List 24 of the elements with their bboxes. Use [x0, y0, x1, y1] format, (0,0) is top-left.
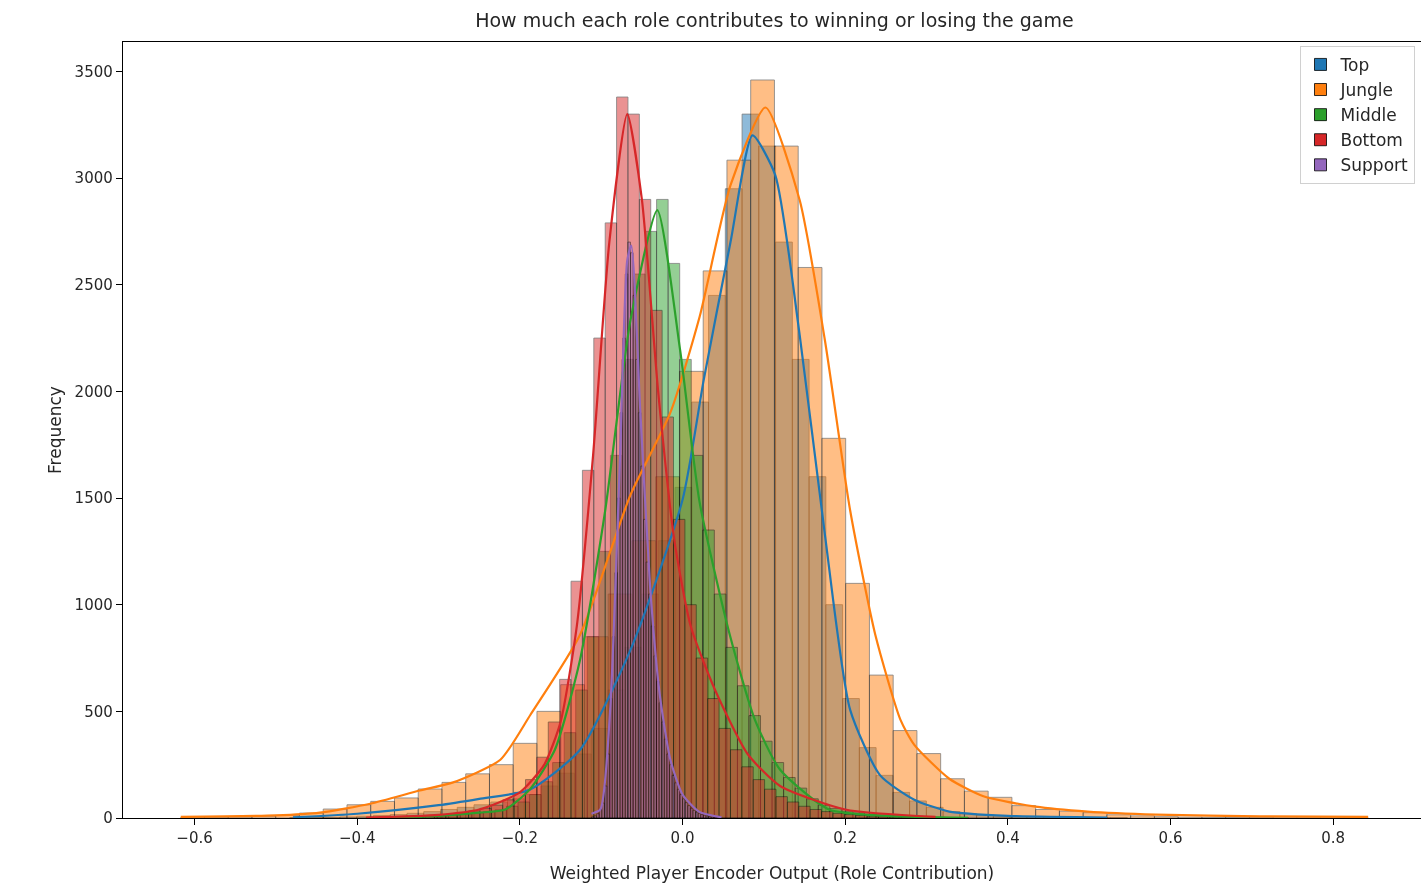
x-axis-title: Weighted Player Encoder Output (Role Contribution) — [549, 863, 995, 884]
x-tick-label: −0.4 — [339, 829, 376, 848]
legend-label: Top — [1339, 55, 1370, 76]
y-tick-label: 0 — [103, 809, 113, 828]
legend-label: Middle — [1340, 105, 1397, 126]
x-tick-label: 0.0 — [670, 829, 695, 848]
y-tick-label: 2500 — [74, 275, 113, 294]
y-tick-label: 2000 — [74, 382, 113, 401]
x-tick-label: 0.8 — [1321, 829, 1346, 848]
legend-label: Jungle — [1339, 80, 1394, 101]
x-tick-label: −0.6 — [176, 829, 213, 848]
x-tick-label: 0.4 — [995, 829, 1020, 848]
y-tick-label: 3000 — [74, 169, 113, 188]
y-tick-label: 1500 — [74, 489, 113, 508]
chart-title: How much each role contributes to winning or losing the game — [475, 8, 1074, 31]
legend-label: Support — [1340, 155, 1409, 176]
y-tick-label: 3500 — [74, 62, 113, 81]
y-axis-title: Frequency — [45, 386, 66, 474]
x-tick-label: −0.2 — [501, 829, 539, 848]
x-tick-label: 0.6 — [1158, 829, 1183, 848]
x-tick-label: 0.2 — [833, 829, 858, 848]
y-tick-label: 500 — [84, 702, 113, 721]
legend-label: Bottom — [1340, 130, 1403, 151]
y-tick-label: 1000 — [74, 595, 113, 614]
